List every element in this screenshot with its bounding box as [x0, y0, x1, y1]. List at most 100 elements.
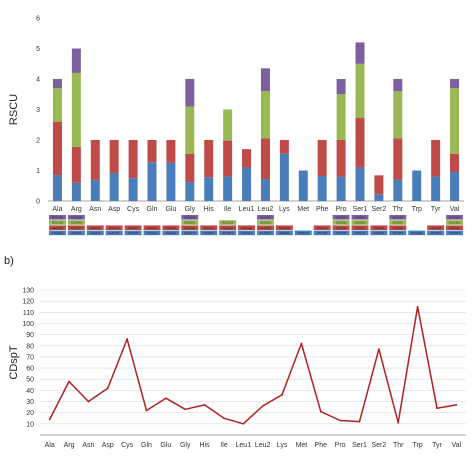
cdspt-y-ticks: 10 20 30 40 50 60 70 80 90 100 110 120 130	[22, 288, 34, 429]
cdspt-point	[397, 421, 400, 424]
rscu-x-tick-label: Asn	[89, 206, 101, 213]
rscu-bar-segment	[52, 175, 62, 201]
rscu-y-tick-label: 4	[36, 77, 40, 84]
rscu-bar-segment	[336, 176, 346, 201]
rscu-bar-segment	[90, 179, 100, 201]
codon-cell-label: UUU(T)	[317, 231, 327, 235]
cdspt-x-tick-label: Ile	[220, 442, 228, 449]
rscu-bar-segment	[128, 178, 138, 201]
rscu-bar-segment	[336, 94, 346, 140]
rscu-chart-svg: RSCU 0 1 2 3 4 5 6 Ala Arg Asn Asp Cys Gln Glu Gly His…	[8, 16, 464, 236]
codon-cell-label: CAG(G)	[147, 226, 158, 230]
rscu-x-tick-label: His	[204, 206, 215, 213]
codon-cell	[313, 230, 331, 236]
rscu-bar-segment	[431, 140, 441, 177]
cdspt-chart-svg: b) CDspT 102030405060708090100110120130 …	[4, 255, 466, 449]
codon-cell	[219, 225, 237, 230]
rscu-x-tick-label: Ile	[224, 206, 232, 213]
rscu-x-tick-label: Glu	[165, 206, 176, 213]
rscu-bar-segment	[393, 179, 403, 201]
rscu-bar-segment	[412, 170, 422, 201]
rscu-bar-segment	[242, 149, 252, 168]
codon-cell	[181, 215, 199, 220]
cdspt-y-tick-label: 60	[26, 366, 34, 373]
codon-cell	[446, 230, 463, 236]
codon-cell-label: CGG(G)	[71, 215, 82, 219]
rscu-bar-segment	[336, 140, 346, 177]
rscu-bar-segment	[393, 91, 403, 139]
cdspt-y-tick-label: 30	[26, 399, 34, 406]
rscu-x-tick-label: Arg	[71, 206, 82, 213]
codon-cell-label: CAU(T)	[204, 231, 214, 235]
rscu-bar-segment	[185, 153, 195, 183]
rscu-bar-segment	[450, 172, 460, 201]
cdspt-point	[48, 418, 51, 421]
cdspt-point	[300, 342, 303, 345]
cdspt-x-tick-label: Glu	[160, 442, 171, 449]
codon-cell	[238, 230, 255, 236]
cdspt-y-tick-label: 90	[26, 332, 34, 339]
codon-cell	[446, 220, 463, 225]
rscu-bar-segment	[166, 140, 176, 163]
codon-cell	[162, 230, 180, 236]
rscu-x-tick-label: Asp	[108, 206, 120, 213]
cdspt-x-tick-label: Ser1	[352, 442, 367, 449]
rscu-bar-segment	[336, 79, 346, 95]
codon-cell	[351, 220, 369, 225]
codon-cell	[86, 225, 104, 230]
codon-cell	[427, 225, 445, 230]
rscu-bar-segment	[260, 179, 270, 201]
rscu-x-tick-label: Thr	[393, 206, 404, 213]
codon-cell-label: ACG(G)	[392, 215, 403, 219]
cdspt-point	[223, 417, 225, 420]
cdspt-point	[87, 400, 90, 403]
codon-cell	[257, 220, 274, 225]
cdspt-y-tick-label: 10	[26, 421, 34, 428]
codon-cell	[219, 230, 237, 236]
codon-cell	[49, 215, 66, 220]
cdspt-point	[281, 393, 283, 396]
codon-cell	[351, 215, 369, 220]
codon-cell	[238, 225, 255, 230]
codon-cell	[389, 225, 407, 230]
rscu-y-axis-title: RSCU	[8, 94, 20, 125]
cdspt-y-tick-label: 130	[22, 288, 34, 295]
rscu-x-tick-label: Leu1	[239, 206, 255, 213]
codon-cell-label: GUC(C)	[449, 221, 460, 225]
cdspt-x-tick-label: Cys	[121, 442, 134, 449]
rscu-bar-segment	[431, 176, 441, 201]
codon-cell-label: CUU(T)	[260, 231, 270, 235]
codon-cell-label: UUC(C)	[317, 226, 328, 230]
codon-cell-label: GCA(A)	[52, 231, 63, 235]
rscu-x-tick-label: Gln	[147, 206, 158, 213]
cdspt-y-tick-label: 80	[26, 343, 34, 350]
codon-cell-label: CUA(A)	[260, 226, 270, 230]
rscu-x-tick-label: Ala	[52, 206, 62, 213]
codon-cell-label: CGU(C)	[71, 226, 82, 230]
cdspt-y-tick-label: 110	[23, 310, 34, 317]
codon-cell	[67, 220, 85, 225]
rscu-bar-segment	[90, 140, 100, 180]
codon-cell	[313, 225, 331, 230]
codon-cell-label: UGU(T)	[128, 231, 139, 235]
rscu-bar-segment	[185, 79, 195, 107]
rscu-bar-segment	[374, 194, 384, 201]
rscu-x-tick-label: Ser1	[353, 206, 368, 213]
cdspt-y-tick-label: 50	[26, 377, 34, 384]
panel-label-b: b)	[4, 255, 14, 267]
codon-cell-label: UCA(A)	[355, 226, 365, 230]
cdspt-y-axis-title: CDspT	[8, 345, 20, 380]
codon-cell-label: GUU(T)	[449, 231, 460, 235]
codon-cell	[49, 230, 66, 236]
rscu-y-tick-label: 2	[36, 138, 40, 145]
codon-cell-label: GGA(A)	[184, 226, 195, 230]
codon-cell	[181, 230, 199, 236]
rscu-bar-segment	[223, 140, 233, 177]
rscu-bar-segment	[450, 79, 460, 89]
rscu-x-tick-label: Gly	[185, 206, 196, 213]
rscu-bar-segment	[260, 68, 270, 92]
codon-legend-table: GCA(A)GCU(C)GCC(C) GCG(G) AGA(A)CGU(C)CGA(…	[49, 215, 463, 236]
cdspt-point	[203, 403, 206, 406]
codon-cell-label: GAU(T)	[109, 231, 119, 235]
cdspt-x-tick-label: Thr	[393, 442, 404, 449]
